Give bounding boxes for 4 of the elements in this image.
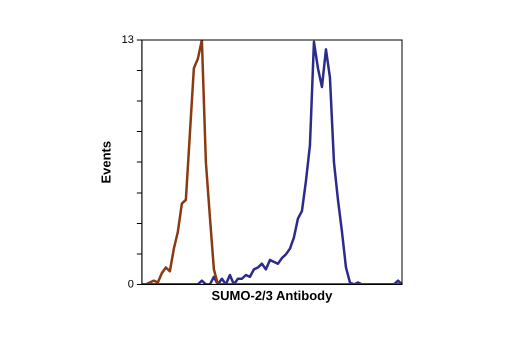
y-tick-label: 13 [122,34,134,46]
y-axis-title: Events [98,140,114,184]
y-tick-label: 0 [128,278,134,290]
x-axis-title: SUMO-2/3 Antibody [211,288,334,303]
